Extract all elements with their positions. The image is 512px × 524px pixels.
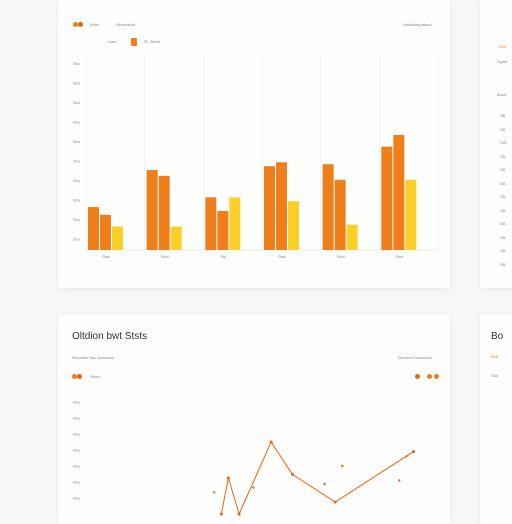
- filter-button[interactable]: [131, 38, 137, 46]
- side-tick-label: SB: [500, 221, 506, 226]
- side-tick-label: SB: [500, 180, 506, 186]
- side-accent-label: Seo: [499, 44, 507, 49]
- y-tick-label: Sbo: [73, 416, 81, 421]
- series-point: [290, 472, 294, 476]
- legend-dot-orange: [73, 22, 78, 27]
- y-tick-label: Sbo: [73, 464, 81, 469]
- y-tick-label: Sbo: [73, 480, 81, 485]
- x-tick-label: Sbsl: [161, 254, 169, 259]
- side-label-b: Bnud: [497, 92, 507, 97]
- chart-subtitle: Bwoulted Sso Saarnoat: [72, 355, 114, 360]
- bar: [405, 179, 417, 250]
- control-left-label: Dalo: [108, 39, 117, 44]
- side-tick-label: SB: [500, 153, 506, 159]
- side-tick-label: SB: [500, 207, 506, 213]
- y-tick-label: Sbo: [73, 139, 81, 144]
- y-tick-label: Sbo: [73, 217, 81, 222]
- control-dot-a[interactable]: [415, 374, 420, 379]
- side-tick-label: SB: [500, 234, 506, 240]
- y-tick-label: Sbo: [73, 119, 81, 124]
- side-card-bottom: Bo Bnd Sbo: [480, 314, 512, 524]
- control-mid-label: Sbold: [150, 39, 161, 44]
- bar: [205, 197, 217, 250]
- x-tick-label: Sbsl: [337, 254, 345, 259]
- side-label: Sbo: [491, 373, 499, 378]
- bar: [334, 179, 346, 250]
- side-label-a: Sgrtsl: [497, 59, 508, 64]
- y-tick-label: Sbo: [73, 80, 81, 85]
- side-card-top: Seo Sgrtsl Bnud SB SB SW SB SB SB SB SB SB SB SB SB: [480, 0, 512, 288]
- line-chart-card: Oltdion bwt Ststs Bwoulted Sso Saarnoat …: [58, 314, 450, 524]
- side-subtitle: Bnd: [491, 354, 499, 359]
- x-tick-label: Sbst: [102, 254, 111, 259]
- legend-label: Stsso: [90, 374, 101, 379]
- bar: [229, 197, 241, 250]
- y-tick-label: Sbo: [73, 197, 81, 202]
- side-tick-label: SB: [500, 194, 506, 199]
- y-tick-label: Sbo: [73, 432, 81, 437]
- side-tick-label: SB: [500, 167, 506, 172]
- scatter-point: [405, 455, 408, 458]
- chart-title: Oltdion bwt Ststs: [72, 331, 148, 342]
- scatter-point: [212, 491, 216, 494]
- bar: [100, 214, 111, 250]
- line-chart: Sbo Sbo Sbo Sbo Sbo Sbo Sbo: [73, 400, 442, 516]
- bar: [381, 146, 393, 250]
- x-tick-label: Sbl: [220, 254, 226, 259]
- bar: [393, 134, 405, 250]
- side-title: Bo: [491, 331, 504, 342]
- bar: [146, 170, 158, 250]
- bar: [170, 226, 182, 250]
- side-tick-label: SW: [500, 140, 507, 145]
- series-line: [220, 440, 414, 516]
- side-tick-label: SB: [500, 113, 506, 118]
- bar: [217, 211, 229, 250]
- header-right-text: Wended Ssmsrsoe: [398, 355, 432, 360]
- y-tick-label: Sbo: [73, 61, 81, 66]
- side-tick-label: SB: [500, 261, 506, 267]
- bar-chart: Sbo Sbo Sbo Sbo Sbo Sbo Sbo Sbo Sbo Sbo Sbst Sbsl Sb…: [73, 55, 439, 259]
- bar: [288, 201, 299, 250]
- series-point: [237, 512, 241, 516]
- bar: [112, 226, 123, 250]
- series-point: [226, 476, 230, 480]
- scatter-point: [341, 464, 344, 468]
- x-tick-label: Sbdl: [278, 254, 286, 259]
- menu-icon[interactable]: ☰: [144, 39, 148, 44]
- header-text: Sbsenstod: [116, 22, 135, 27]
- control-dot-c[interactable]: [434, 374, 439, 379]
- series-point: [333, 500, 337, 504]
- legend-label: Wbsi: [90, 22, 99, 27]
- y-tick-label: Sbo: [73, 448, 81, 453]
- series-point: [412, 450, 416, 454]
- y-tick-label: Sbo: [73, 178, 81, 183]
- legend-dot-orange: [72, 374, 77, 379]
- bar: [276, 162, 287, 250]
- legend-dot-dark-orange: [78, 22, 83, 27]
- control-dot-b[interactable]: [427, 374, 432, 379]
- bar-chart-card: Wbsi Sbsenstod Wedsllaanatiord Dalo ☰ Sb…: [58, 0, 450, 288]
- header-right-text: Wedsllaanatiord: [403, 22, 432, 27]
- bar: [346, 224, 358, 250]
- scatter-point: [323, 482, 326, 486]
- bar: [322, 164, 334, 250]
- y-tick-label: Sbo: [73, 158, 81, 163]
- bar: [158, 175, 170, 250]
- y-tick-label: Sbo: [73, 236, 81, 241]
- x-tick-label: Sbst: [395, 254, 404, 259]
- y-tick-label: Sbo: [73, 400, 81, 405]
- y-tick-label: Sbo: [73, 100, 81, 105]
- scatter-point: [252, 486, 255, 489]
- series-point: [269, 440, 273, 444]
- scatter-point: [398, 479, 401, 482]
- side-tick-label: SB: [500, 126, 506, 132]
- series-point: [219, 512, 223, 516]
- side-tick-label: SB: [500, 248, 506, 253]
- bar: [264, 166, 275, 250]
- y-tick-label: Sbo: [73, 496, 81, 501]
- legend-dot-dark-orange: [77, 374, 82, 379]
- bar: [88, 207, 99, 250]
